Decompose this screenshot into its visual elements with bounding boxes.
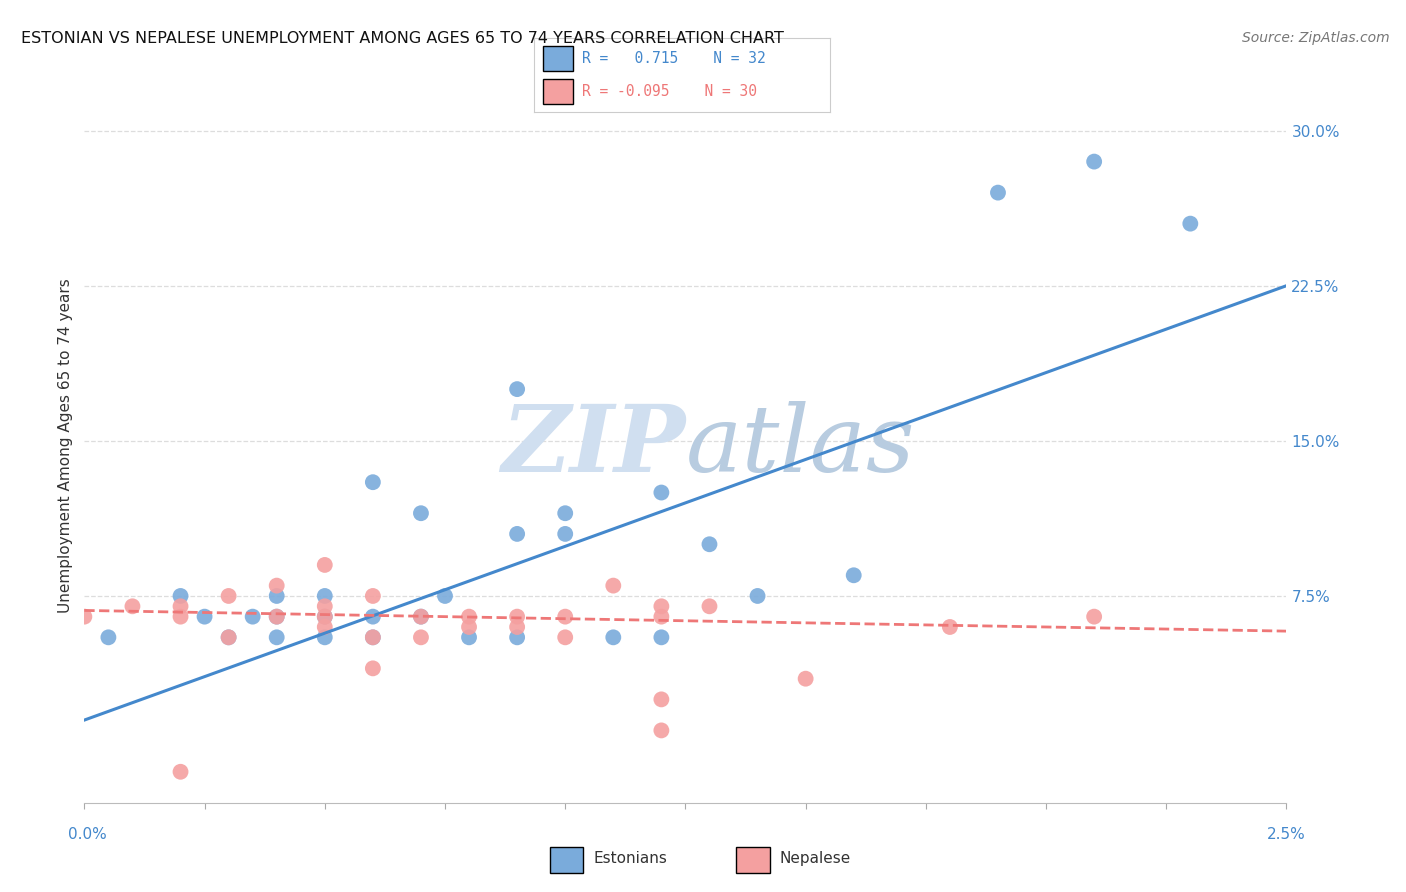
FancyBboxPatch shape (543, 79, 572, 104)
Point (650, 485, 672, 500)
Point (602, 630, 624, 644)
Text: ESTONIAN VS NEPALESE UNEMPLOYMENT AMONG AGES 65 TO 74 YEARS CORRELATION CHART: ESTONIAN VS NEPALESE UNEMPLOYMENT AMONG … (21, 31, 785, 46)
Text: ZIP: ZIP (501, 401, 686, 491)
Y-axis label: Unemployment Among Ages 65 to 74 years: Unemployment Among Ages 65 to 74 years (58, 278, 73, 614)
Point (169, 609, 191, 624)
Point (361, 589, 384, 603)
Point (794, 672, 817, 686)
Point (650, 609, 672, 624)
Point (1083, 609, 1105, 624)
Text: 2.5%: 2.5% (1267, 827, 1306, 841)
Point (409, 609, 432, 624)
Point (266, 609, 288, 624)
Text: R =   0.715    N = 32: R = 0.715 N = 32 (582, 51, 765, 66)
Point (602, 579, 624, 593)
Point (314, 589, 336, 603)
Point (650, 630, 672, 644)
Point (1180, 217, 1202, 231)
Point (73, 609, 96, 624)
Point (169, 589, 191, 603)
Point (169, 764, 191, 779)
Point (506, 527, 529, 541)
Point (409, 506, 432, 520)
Point (554, 506, 576, 520)
Point (554, 630, 576, 644)
Point (266, 589, 288, 603)
Point (506, 382, 529, 396)
Point (314, 558, 336, 572)
Point (650, 599, 672, 614)
Point (361, 475, 384, 490)
Point (747, 589, 769, 603)
Text: Nepalese: Nepalese (779, 851, 851, 866)
Point (218, 589, 240, 603)
Point (314, 609, 336, 624)
Text: Estonians: Estonians (593, 851, 666, 866)
Point (458, 630, 481, 644)
Text: Source: ZipAtlas.com: Source: ZipAtlas.com (1241, 31, 1389, 45)
Point (266, 630, 288, 644)
Point (939, 620, 962, 634)
Point (121, 599, 143, 614)
Point (361, 630, 384, 644)
Point (361, 609, 384, 624)
Point (361, 661, 384, 675)
Point (361, 630, 384, 644)
Point (434, 589, 457, 603)
Point (506, 630, 529, 644)
Point (314, 599, 336, 614)
Point (266, 609, 288, 624)
Point (169, 599, 191, 614)
Point (458, 609, 481, 624)
Point (314, 630, 336, 644)
Point (554, 527, 576, 541)
Point (266, 579, 288, 593)
Point (506, 609, 529, 624)
Point (506, 620, 529, 634)
Point (194, 609, 217, 624)
Point (650, 723, 672, 738)
Point (650, 692, 672, 706)
FancyBboxPatch shape (737, 847, 770, 872)
FancyBboxPatch shape (543, 45, 572, 70)
Text: atlas: atlas (686, 401, 915, 491)
Text: 0.0%: 0.0% (67, 827, 107, 841)
Point (458, 620, 481, 634)
Point (314, 620, 336, 634)
Text: R = -0.095    N = 30: R = -0.095 N = 30 (582, 84, 756, 99)
Point (314, 609, 336, 624)
Point (987, 186, 1010, 200)
FancyBboxPatch shape (550, 847, 583, 872)
Point (218, 630, 240, 644)
Point (699, 599, 721, 614)
Point (242, 609, 264, 624)
Point (554, 609, 576, 624)
Point (97, 630, 120, 644)
Point (218, 630, 240, 644)
Point (409, 630, 432, 644)
Point (1083, 154, 1105, 169)
Point (842, 568, 865, 582)
Point (409, 609, 432, 624)
Point (699, 537, 721, 551)
